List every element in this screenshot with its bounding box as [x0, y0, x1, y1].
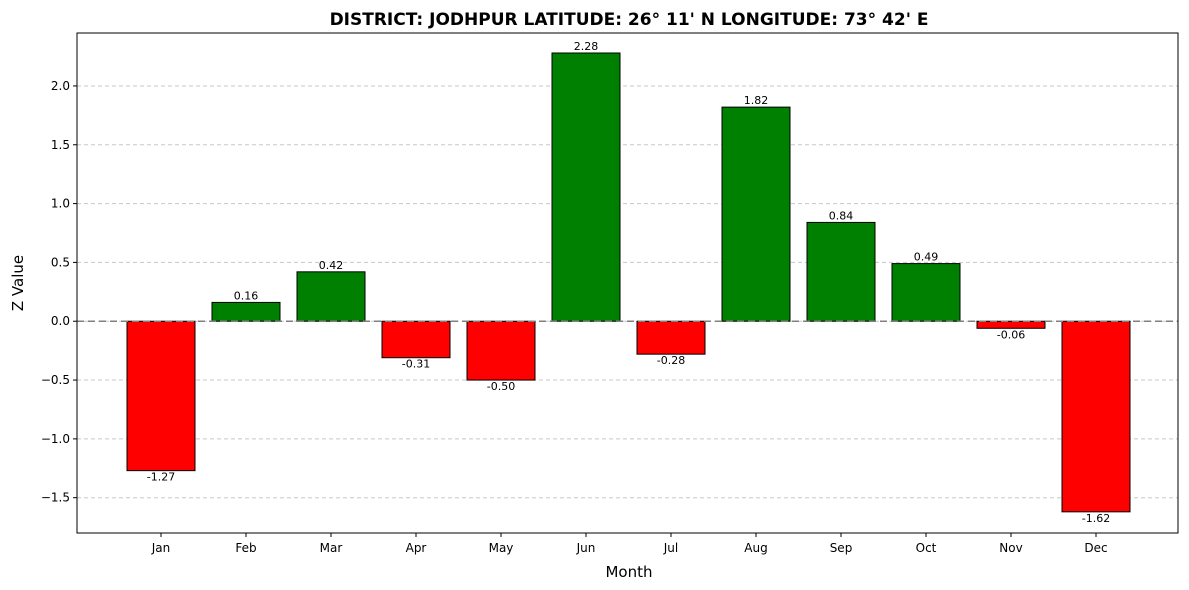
bar-mar [296, 271, 366, 322]
bar-value-label: -1.27 [147, 471, 175, 484]
y-tick-label: 0.5 [51, 255, 70, 269]
bar-value-label: 0.42 [319, 259, 344, 272]
x-axis-title: Month [605, 563, 652, 581]
y-axis-ticks: −1.5 −1.0 −0.5 0.0 0.5 1.0 1.5 2.0 [41, 79, 77, 505]
x-tick-label: Oct [916, 541, 937, 555]
y-tick-label: −0.5 [41, 373, 70, 387]
bar-may [466, 320, 536, 381]
y-tick-label: 1.0 [51, 197, 70, 211]
bar-jun [551, 52, 621, 322]
x-tick-label: Jun [576, 541, 596, 555]
bar-value-label: -0.31 [402, 358, 430, 371]
bar-value-label: -0.28 [657, 354, 685, 367]
x-axis-ticks: Jan Feb Mar Apr May Jun Jul Aug Sep Oct Nov Dec [151, 533, 1108, 555]
bar-value-label: 0.84 [829, 209, 854, 222]
x-tick-label: Nov [999, 541, 1022, 555]
bar-jan [126, 320, 196, 472]
bar-value-label: 0.16 [234, 289, 259, 302]
plot-area-frame [76, 32, 1179, 534]
bar-feb [211, 301, 281, 322]
x-tick-label: May [489, 541, 514, 555]
x-tick-label: Jan [151, 541, 171, 555]
y-tick-label: 1.5 [51, 138, 70, 152]
bar-jul [636, 320, 706, 355]
y-tick-label: 2.0 [51, 79, 70, 93]
x-tick-label: Jul [663, 541, 678, 555]
bar-value-label: 0.49 [914, 251, 939, 264]
x-tick-label: Sep [830, 541, 853, 555]
x-tick-label: Feb [235, 541, 256, 555]
bar-value-label: -0.50 [487, 380, 515, 393]
bar-nov [976, 320, 1046, 329]
bar-aug [721, 106, 791, 322]
data-labels: -1.27 0.16 0.42 -0.31 -0.50 2.28 -0.28 1.82 0.84… [147, 40, 1110, 525]
x-tick-label: Apr [406, 541, 427, 555]
bar-value-label: -1.62 [1082, 512, 1110, 525]
y-axis-title: Z Value [9, 255, 27, 311]
chart-title: DISTRICT: JODHPUR LATITUDE: 26° 11' N LO… [330, 10, 929, 30]
y-tick-label: −1.5 [41, 491, 70, 505]
bars [126, 52, 1131, 513]
x-tick-label: Dec [1084, 541, 1107, 555]
bar-value-label: 1.82 [744, 94, 769, 107]
y-tick-label: −1.0 [41, 432, 70, 446]
bar-dec [1061, 320, 1131, 513]
bar-value-label: -0.06 [997, 328, 1025, 341]
bar-sep [806, 221, 876, 322]
bar-oct [891, 263, 961, 322]
bar-value-label: 2.28 [574, 40, 599, 53]
y-tick-label: 0.0 [51, 314, 70, 328]
x-tick-label: Mar [320, 541, 343, 555]
x-tick-label: Aug [744, 541, 767, 555]
bar-apr [381, 320, 451, 359]
